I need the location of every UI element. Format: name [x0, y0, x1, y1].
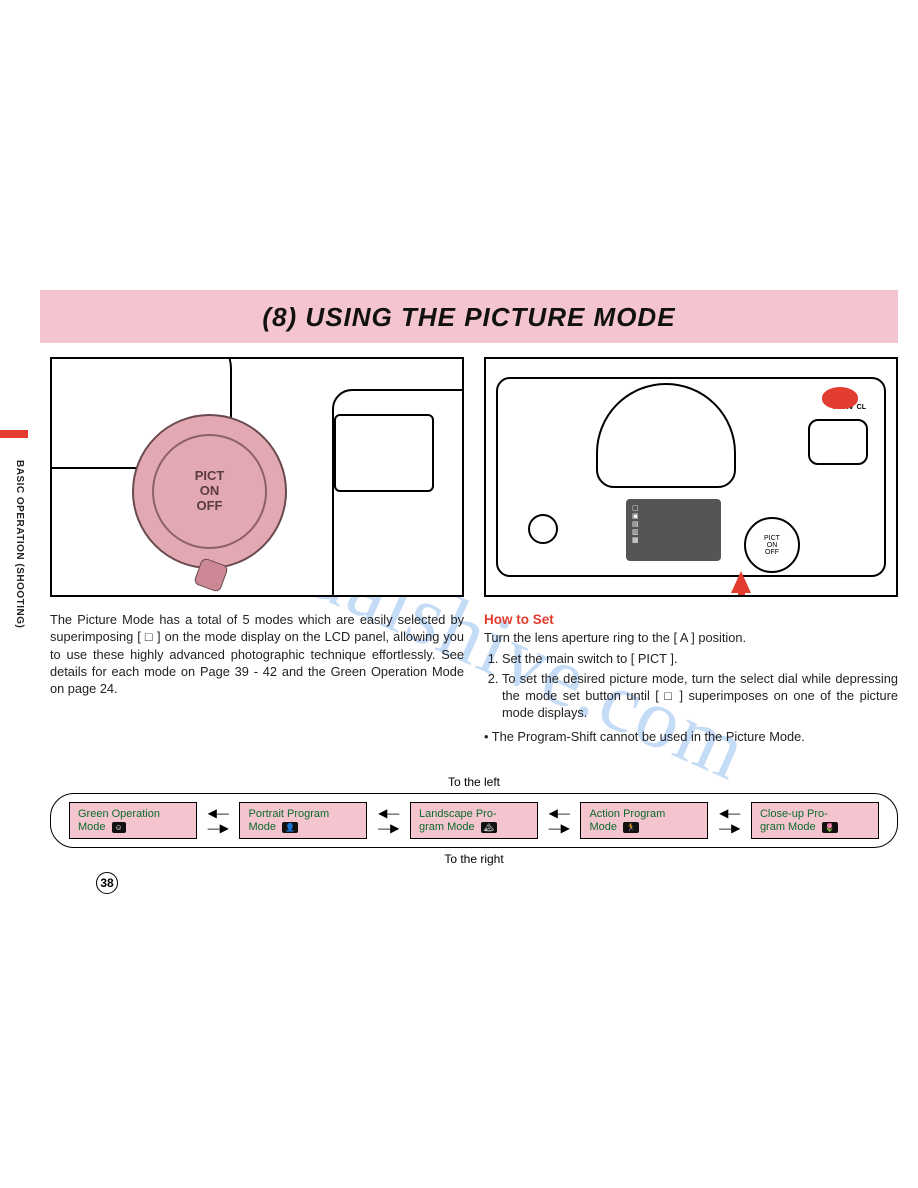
dial-label-on: ON [200, 484, 220, 499]
mode-icon: 👤 [282, 822, 298, 833]
program-shift-note: • The Program-Shift cannot be used in th… [484, 728, 898, 745]
mode-flow-diagram: To the left Green Operation Mode ☺ ◀——▶ … [50, 775, 898, 866]
dial-label-off: OFF [197, 499, 223, 514]
cl-label: CL [857, 404, 866, 411]
lcd-mode-icons: ▢▣▤▥▦ [632, 505, 639, 545]
flow-row: Green Operation Mode ☺ ◀——▶ Portrait Pro… [50, 793, 898, 848]
mode-box-green: Green Operation Mode ☺ [69, 802, 197, 839]
section-tab-marker [0, 430, 28, 438]
mode-line1: Close-up Pro- [760, 808, 828, 820]
mode-line2: Mode [78, 821, 106, 833]
mode-box-landscape: Landscape Pro- gram Mode 🏔 [410, 802, 538, 839]
right-illustration: ▢▣▤▥▦ PICT ON OFF TVAV CL [484, 357, 898, 597]
small-dial-off: OFF [765, 549, 779, 556]
mode-line1: Green Operation [78, 808, 160, 820]
left-illustration: PICT ON OFF [50, 357, 464, 597]
aperture-instruction: Turn the lens aperture ring to the [ A ]… [484, 629, 898, 646]
mode-line2: gram Mode [760, 821, 816, 833]
page-number: 38 [96, 872, 118, 894]
right-column: ▢▣▤▥▦ PICT ON OFF TVAV CL How to Set Tur… [484, 357, 898, 749]
mode-line1: Landscape Pro- [419, 808, 497, 820]
right-instructions: How to Set Turn the lens aperture ring t… [484, 611, 898, 745]
mode-icon: 🏃 [623, 822, 639, 833]
manual-page: (8) USING THE PICTURE MODE PICT ON OFF T… [40, 290, 898, 866]
side-section-label: BASIC OPERATION (SHOOTING) [14, 460, 25, 628]
mode-box-closeup: Close-up Pro- gram Mode 🌷 [751, 802, 879, 839]
mode-line1: Action Program [589, 808, 665, 820]
flow-label-bottom: To the right [50, 852, 898, 866]
mode-line1: Portrait Program [248, 808, 329, 820]
double-arrow-icon: ◀——▶ [376, 806, 401, 835]
up-arrow-icon [731, 571, 751, 593]
mode-icon: 🏔 [481, 822, 497, 833]
double-arrow-icon: ◀——▶ [547, 806, 572, 835]
double-arrow-icon: ◀——▶ [717, 806, 742, 835]
how-to-set-heading: How to Set [484, 611, 898, 629]
red-knob-icon [822, 387, 858, 409]
small-dial-icon: PICT ON OFF [744, 517, 800, 573]
small-dial-on: ON [767, 542, 778, 549]
left-column: PICT ON OFF The Picture Mode has a total… [50, 357, 464, 749]
content-columns: PICT ON OFF The Picture Mode has a total… [50, 357, 898, 749]
mode-box-action: Action Program Mode 🏃 [580, 802, 708, 839]
step-1: Set the main switch to [ PICT ]. [502, 650, 898, 667]
mode-icon: 🌷 [822, 822, 838, 833]
mode-dial-icon: PICT ON OFF [132, 414, 287, 569]
page-title-banner: (8) USING THE PICTURE MODE [40, 290, 898, 343]
mode-line2: gram Mode [419, 821, 475, 833]
mode-line2: Mode [248, 821, 276, 833]
dial-label-pict: PICT [195, 469, 225, 484]
double-arrow-icon: ◀——▶ [206, 806, 231, 835]
mode-line2: Mode [589, 821, 617, 833]
mode-box-portrait: Portrait Program Mode 👤 [239, 802, 367, 839]
step-2: To set the desired picture mode, turn th… [502, 670, 898, 722]
flow-label-top: To the left [50, 775, 898, 789]
lcd-panel-icon [626, 499, 721, 561]
mode-icon: ☺ [112, 822, 126, 833]
left-description-text: The Picture Mode has a total of 5 modes … [50, 611, 464, 697]
small-dial-pict: PICT [764, 535, 780, 542]
